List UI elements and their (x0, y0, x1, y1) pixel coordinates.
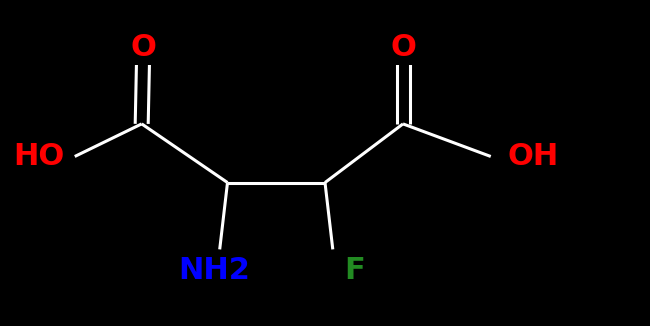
Text: F: F (344, 256, 365, 285)
Text: HO: HO (14, 142, 64, 171)
Text: NH2: NH2 (179, 256, 250, 285)
Text: O: O (390, 33, 416, 62)
Text: OH: OH (508, 142, 558, 171)
Text: O: O (130, 33, 156, 62)
